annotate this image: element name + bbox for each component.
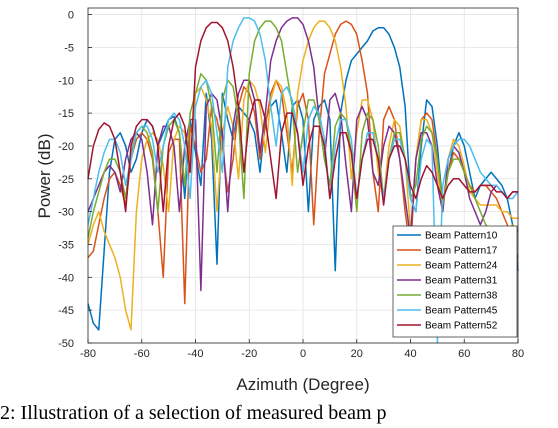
legend-label: Beam Pattern38 (425, 291, 498, 302)
legend-label: Beam Pattern31 (425, 276, 498, 287)
series-line-4 (87, 17, 518, 292)
y-tick-label: -25 (58, 174, 74, 186)
x-tick-label: 0 (300, 348, 306, 360)
y-tick-label: -30 (58, 207, 74, 219)
x-tick-label: -80 (80, 348, 96, 360)
legend-label: Beam Pattern45 (425, 306, 498, 317)
legend-label: Beam Pattern17 (425, 246, 498, 257)
x-ticks: -80 -60 -40 -20 0 20 40 60 80 (80, 339, 524, 360)
series-layer (87, 17, 519, 344)
x-axis-label: Azimuth (Degree) (236, 375, 369, 394)
x-tick-label: 20 (351, 348, 363, 360)
y-tick-label: 0 (68, 10, 74, 22)
y-axis-label: Power (dB) (35, 133, 54, 218)
y-tick-label: -15 (58, 108, 74, 120)
series-line-7 (87, 21, 518, 213)
legend-label: Beam Pattern52 (425, 321, 498, 332)
figure-caption: 2: Illustration of a selection of measur… (0, 402, 387, 424)
legend: Beam Pattern10 Beam Pattern17 Beam Pattern… (392, 225, 518, 338)
y-tick-label: -5 (64, 42, 74, 54)
x-tick-label: -20 (241, 348, 257, 360)
y-tick-label: -35 (58, 239, 74, 251)
y-tick-label: -50 (58, 338, 74, 350)
y-tick-label: -40 (58, 272, 74, 284)
x-tick-label: 60 (458, 348, 470, 360)
x-tick-label: 40 (404, 348, 416, 360)
x-tick-label: 80 (512, 348, 524, 360)
y-ticks: 0 -5 -10 -15 -20 -25 -30 -35 -40 -45 -50 (58, 10, 92, 350)
y-tick-label: -45 (58, 305, 74, 317)
legend-label: Beam Pattern10 (425, 231, 498, 242)
legend-label: Beam Pattern24 (425, 261, 498, 272)
legend-box (392, 225, 518, 338)
series-line-5 (87, 20, 519, 239)
y-tick-label: -10 (58, 75, 74, 87)
x-tick-label: -60 (134, 348, 150, 360)
beam-pattern-chart: 0 -5 -10 -15 -20 -25 -30 -35 -40 -45 -50 -80 -60 -40… (35, 7, 524, 394)
y-tick-label: -20 (58, 141, 74, 153)
x-tick-label: -40 (188, 348, 204, 360)
